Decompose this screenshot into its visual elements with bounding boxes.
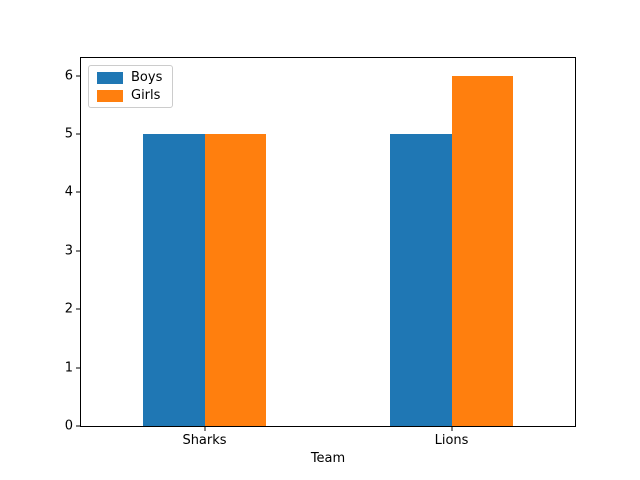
y-tick-mark [76, 425, 80, 427]
x-tick-mark [204, 427, 205, 431]
y-tick-label: 0 [64, 418, 73, 434]
y-tick-mark [76, 133, 80, 135]
y-tick-mark [76, 191, 80, 193]
x-axis-label: Team [310, 451, 346, 466]
legend-swatch-boys [97, 71, 123, 84]
y-tick-label: 3 [64, 243, 73, 259]
axes: Boys Girls Team 0 1 2 3 4 5 6 Sharks Lions [65, 57, 576, 465]
y-tick-mark [76, 75, 80, 77]
x-tick-mark [451, 427, 452, 431]
legend-label-girls: Girls [131, 88, 161, 103]
y-tick-mark [76, 308, 80, 310]
legend-swatch-girls [97, 89, 123, 102]
legend-entry-boys: Boys [97, 71, 162, 84]
y-tick-label: 2 [64, 301, 73, 317]
y-tick-mark [76, 250, 80, 252]
bar-girls-sharks [204, 133, 267, 426]
bar-boys-lions [389, 133, 452, 426]
legend-label-boys: Boys [131, 70, 163, 85]
x-tick-label-sharks: Sharks [182, 433, 227, 448]
x-tick-label-lions: Lions [434, 433, 469, 448]
legend: Boys Girls [88, 65, 174, 108]
legend-entry-girls: Girls [97, 89, 162, 102]
y-tick-label: 6 [64, 68, 73, 84]
y-tick-mark [76, 367, 80, 369]
bar-girls-lions [451, 75, 514, 426]
bar-boys-sharks [142, 133, 205, 426]
y-tick-label: 4 [64, 184, 73, 200]
y-tick-label: 1 [64, 360, 73, 376]
y-tick-label: 5 [64, 126, 73, 142]
